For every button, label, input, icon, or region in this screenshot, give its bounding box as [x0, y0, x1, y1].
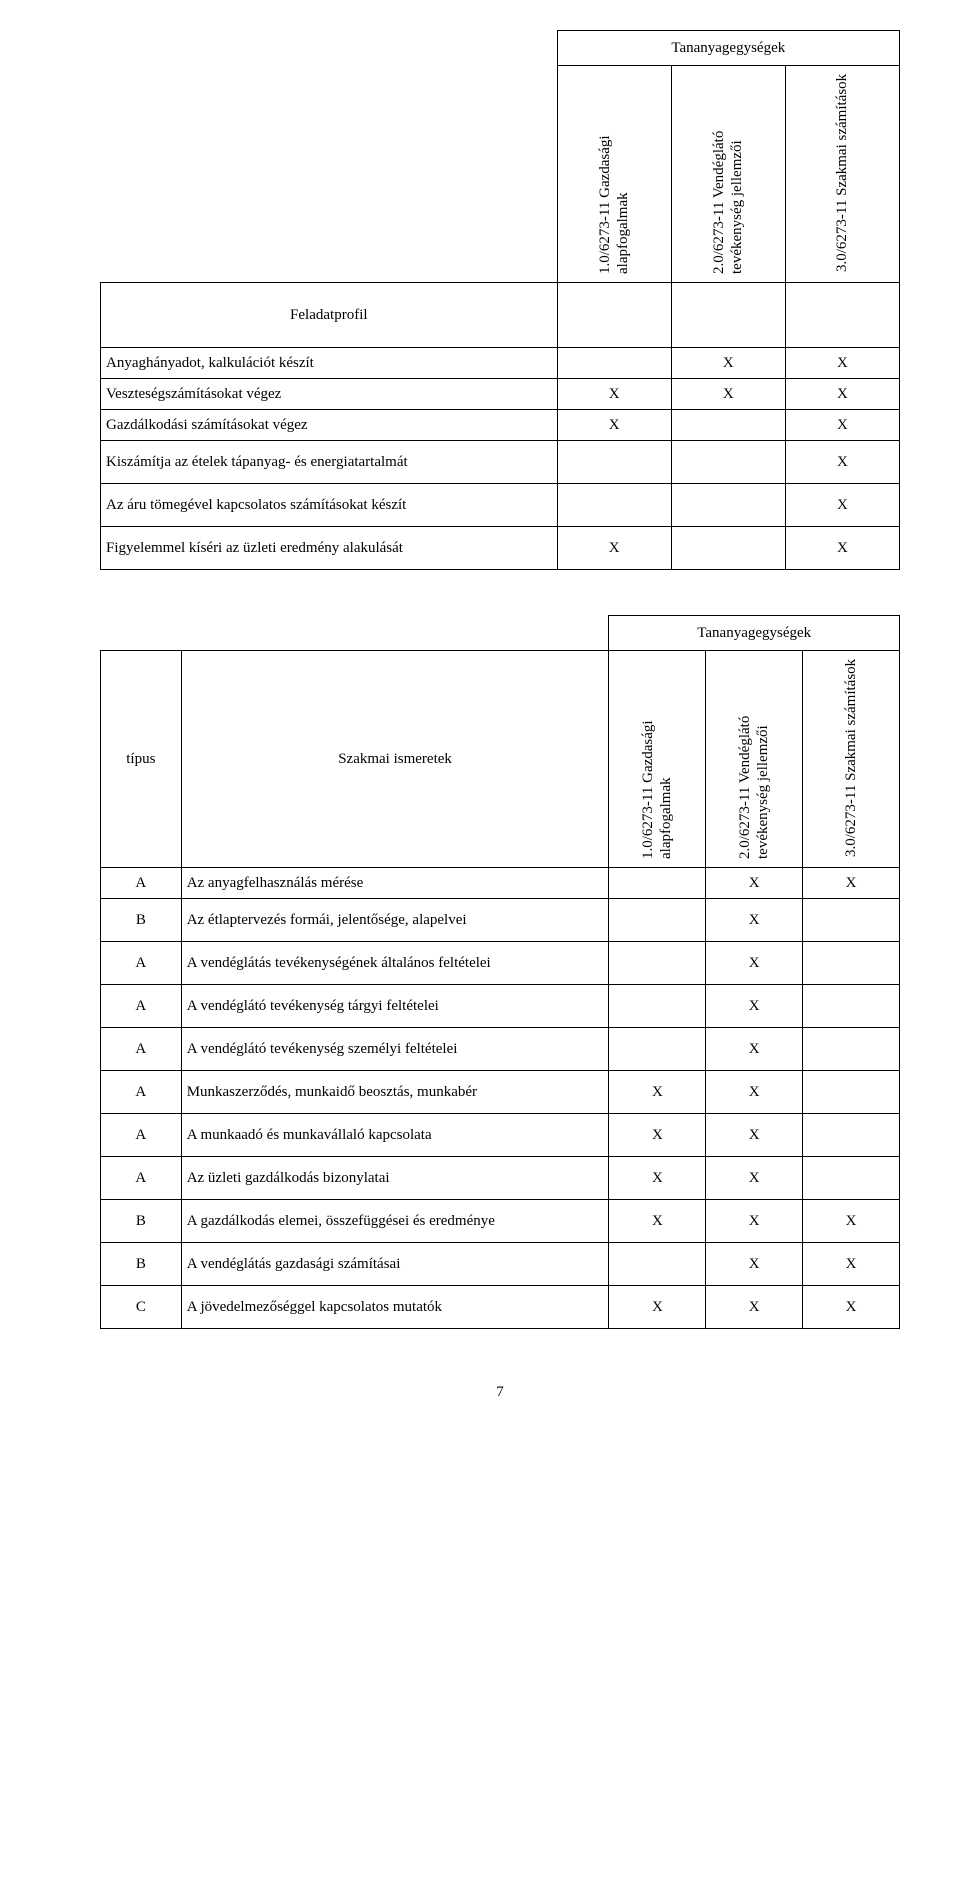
table2-type-header: típus — [101, 651, 182, 868]
table-szakmai-ismeretek: Tananyagegységek 1.0/6273-11 Gazdasági a… — [100, 615, 900, 1329]
table-row: Gazdálkodási számításokat végez X X — [101, 410, 900, 441]
table-row: A A vendéglátás tevékenységének általáno… — [101, 942, 900, 985]
table-row: Az áru tömegével kapcsolatos számításoka… — [101, 484, 900, 527]
table1-col-1: 2.0/6273-11 Vendéglátó tevékenység jelle… — [710, 66, 746, 282]
table-row: Figyelemmel kíséri az üzleti eredmény al… — [101, 527, 900, 570]
table2-col-2: 3.0/6273-11 Szakmai számítások — [842, 651, 860, 867]
table1-row-header: Feladatprofil — [101, 283, 558, 348]
table-row: A A vendéglátó tevékenység személyi felt… — [101, 1028, 900, 1071]
table1-col-0: 1.0/6273-11 Gazdasági alapfogalmak — [596, 66, 632, 282]
table-row: Anyaghányadot, kalkulációt készít X X — [101, 348, 900, 379]
table2-super-header: Tananyagegységek — [609, 616, 900, 651]
table-row: A A munkaadó és munkavállaló kapcsolata … — [101, 1114, 900, 1157]
table-row: A Munkaszerződés, munkaidő beosztás, mun… — [101, 1071, 900, 1114]
table-row: A A vendéglátó tevékenység tárgyi feltét… — [101, 985, 900, 1028]
table-row: B A gazdálkodás elemei, összefüggései és… — [101, 1200, 900, 1243]
table1-col-2: 3.0/6273-11 Szakmai számítások — [833, 66, 851, 282]
table-row: A Az anyagfelhasználás mérése X X — [101, 868, 900, 899]
table2-col-1: 2.0/6273-11 Vendéglátó tevékenység jelle… — [736, 651, 772, 867]
table-row: A Az üzleti gazdálkodás bizonylatai X X — [101, 1157, 900, 1200]
table2-row-header: Szakmai ismeretek — [181, 651, 609, 868]
table-feladatprofil: Tananyagegységek 1.0/6273-11 Gazdasági a… — [100, 30, 900, 570]
table1-super-header: Tananyagegységek — [557, 31, 899, 66]
page-number: 7 — [100, 1384, 900, 1401]
table-row: B Az étlaptervezés formái, jelentősége, … — [101, 899, 900, 942]
table2-col-0: 1.0/6273-11 Gazdasági alapfogalmak — [639, 651, 675, 867]
table-row: C A jövedelmezőséggel kapcsolatos mutató… — [101, 1286, 900, 1329]
table-row: B A vendéglátás gazdasági számításai X X — [101, 1243, 900, 1286]
table-row: Kiszámítja az ételek tápanyag- és energi… — [101, 441, 900, 484]
table-row: Veszteségszámításokat végez X X X — [101, 379, 900, 410]
